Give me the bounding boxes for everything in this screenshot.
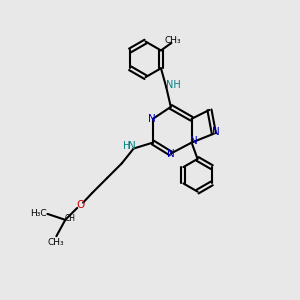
Text: N: N	[128, 141, 136, 152]
Text: CH: CH	[64, 214, 75, 223]
Text: NH: NH	[166, 80, 180, 90]
Text: N: N	[190, 136, 198, 146]
Text: CH₃: CH₃	[47, 238, 64, 247]
Text: H: H	[123, 141, 131, 151]
Text: N: N	[167, 149, 175, 160]
Text: N: N	[212, 127, 220, 137]
Text: H₃C: H₃C	[30, 209, 47, 218]
Text: O: O	[76, 200, 84, 210]
Text: CH₃: CH₃	[165, 35, 181, 44]
Text: N: N	[148, 114, 155, 124]
